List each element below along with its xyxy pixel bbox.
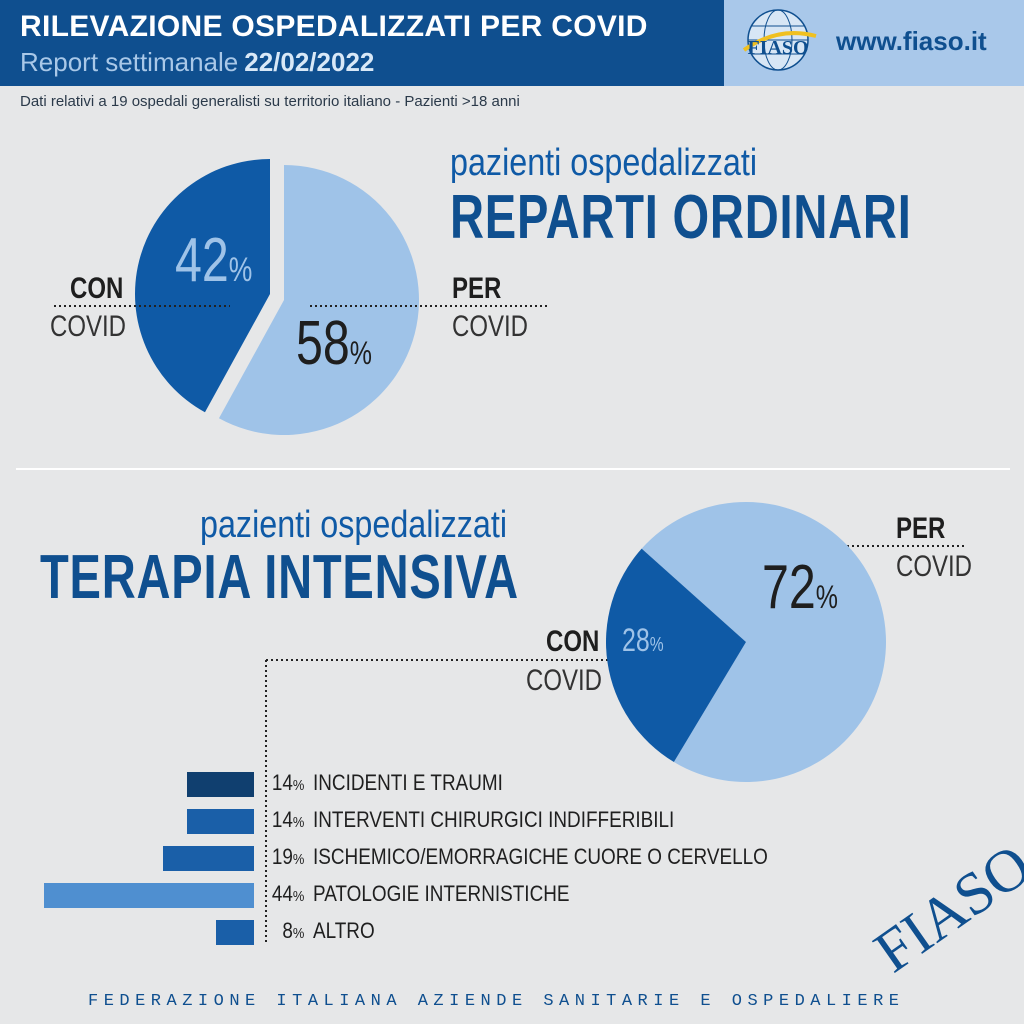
pie1-per-value: 58	[296, 309, 350, 378]
bar-label-2: 19% ISCHEMICO/EMORRAGICHE CUORE O CERVELL…	[270, 844, 768, 870]
pie1-per-unit: %	[349, 335, 372, 371]
pie1-con-unit: %	[228, 251, 253, 289]
pie-chart-intensiva	[606, 502, 886, 782]
pie2-slice-per-covid	[641, 502, 886, 782]
pie2-per-label: COVID	[896, 550, 973, 583]
pie1-con-value: 42	[175, 226, 229, 295]
pie1-per-pct: 58%	[296, 308, 372, 379]
section1-subtitle: pazienti ospedalizzati	[450, 142, 758, 184]
report-subtitle: Report settimanale 22/02/2022	[20, 47, 374, 78]
pie2-con-label: COVID	[526, 664, 603, 697]
bar-value-0: 14%	[271, 770, 305, 795]
bar-category-1: INTERVENTI CHIRURGICI INDIFFERIBILI	[313, 807, 675, 832]
pie1-con-label: COVID	[50, 310, 127, 343]
pie2-con-value: 28	[622, 622, 650, 658]
pie2-slice-con-covid	[606, 548, 746, 762]
report-subtitle-prefix: Report settimanale	[20, 47, 239, 77]
bar-label-4: 8% ALTRO	[270, 918, 375, 944]
pie2-per-label-bold: PER	[896, 512, 946, 545]
globe-logo-icon: FIASO	[742, 9, 817, 71]
pie-chart-ordinari	[135, 159, 419, 435]
bar-1	[187, 809, 254, 834]
website-link[interactable]: www.fiaso.it	[836, 26, 987, 56]
report-title: RILEVAZIONE OSPEDALIZZATI PER COVID	[20, 10, 648, 43]
pie2-per-value: 72	[762, 553, 816, 622]
pie2-con-unit: %	[649, 634, 664, 656]
pie1-con-pct: 42%	[175, 225, 252, 296]
bar-label-0: 14% INCIDENTI E TRAUMI	[270, 770, 503, 796]
section-divider	[16, 468, 1010, 470]
bar-value-1: 14%	[271, 807, 305, 832]
bar-2	[163, 846, 254, 871]
bar-value-4: 8%	[282, 918, 305, 943]
bar-label-3: 44% PATOLOGIE INTERNISTICHE	[270, 881, 570, 907]
pie2-per-unit: %	[815, 579, 838, 615]
pie1-con-label-bold: CON	[70, 272, 124, 305]
bar-4	[215, 920, 254, 945]
data-description: Dati relativi a 19 ospedali generalisti …	[20, 93, 520, 110]
footer-text: FEDERAZIONE ITALIANA AZIENDE SANITARIE E…	[88, 992, 905, 1011]
pie1-slice-con-covid	[135, 159, 270, 413]
pie2-con-pct: 28%	[622, 622, 664, 659]
pie1-per-label-bold: PER	[452, 272, 502, 305]
bar-3	[44, 883, 254, 908]
header-banner	[0, 0, 724, 86]
pie1-per-label: COVID	[452, 310, 529, 343]
bar-category-4: ALTRO	[313, 918, 375, 943]
pie1-slice-per-covid	[218, 165, 419, 435]
pie2-per-pct: 72%	[762, 552, 838, 623]
bar-value-2: 19%	[271, 844, 305, 869]
bar-0	[187, 772, 254, 797]
bar-label-1: 14% INTERVENTI CHIRURGICI INDIFFERIBILI	[270, 807, 674, 833]
bar-category-2: ISCHEMICO/EMORRAGICHE CUORE O CERVELLO	[313, 844, 768, 869]
pie2-con-label-bold: CON	[546, 625, 600, 658]
bar-category-3: PATOLOGIE INTERNISTICHE	[313, 881, 570, 906]
logo-text: FIASO	[747, 37, 808, 59]
section1-title: REPARTI ORDINARI	[450, 183, 912, 252]
section2-title: TERAPIA INTENSIVA	[40, 543, 519, 612]
bar-value-3: 44%	[271, 881, 305, 906]
report-date: 22/02/2022	[244, 47, 375, 77]
bar-category-0: INCIDENTI E TRAUMI	[313, 770, 503, 795]
section2-subtitle: pazienti ospedalizzati	[200, 504, 508, 546]
